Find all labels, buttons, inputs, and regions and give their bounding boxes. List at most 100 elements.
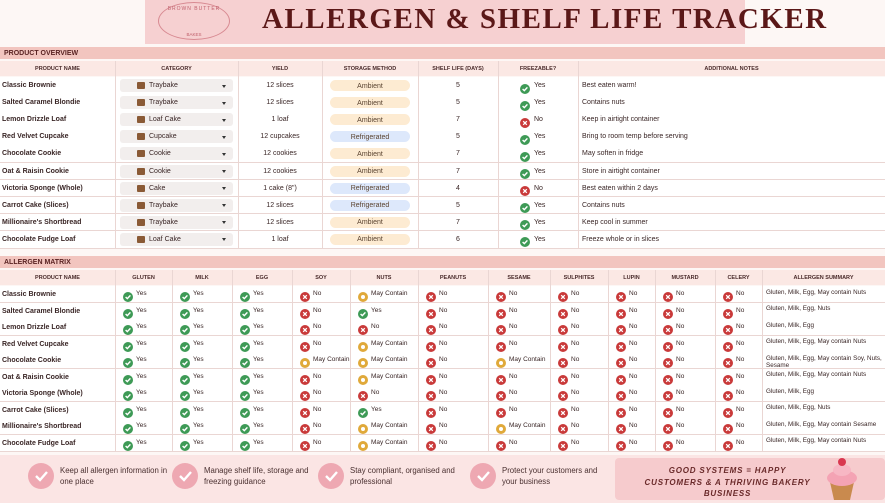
shelf-life: 6	[456, 235, 460, 243]
allergen-status: No	[313, 290, 322, 297]
allergen-status: No	[676, 290, 685, 297]
grid-line	[0, 179, 885, 180]
status-icon	[358, 322, 368, 336]
yield: 12 slices	[266, 218, 294, 226]
grid-line	[322, 61, 323, 248]
status-glyph	[616, 440, 626, 451]
status-icon	[558, 306, 568, 319]
status-glyph	[300, 308, 310, 319]
status-icon	[663, 388, 673, 402]
grid-line	[0, 302, 885, 303]
status-glyph	[426, 308, 436, 319]
column-header: STORAGE METHOD	[343, 66, 397, 72]
dropdown-caret	[222, 135, 226, 139]
status-glyph	[723, 358, 733, 369]
status-icon	[426, 289, 436, 303]
status-glyph	[358, 374, 368, 385]
status-glyph	[663, 391, 673, 402]
category-dropdown	[120, 130, 233, 144]
status-glyph	[663, 325, 673, 336]
status-glyph	[240, 341, 250, 352]
status-icon	[358, 438, 368, 451]
column-header: SESAME	[507, 275, 531, 281]
note: Best eaten warm!	[582, 82, 637, 89]
allergen-status: No	[676, 339, 685, 347]
product-name: Classic Brownie	[2, 291, 57, 298]
status-glyph	[300, 374, 310, 385]
status-icon	[240, 306, 250, 319]
status-glyph	[496, 440, 506, 451]
status-icon	[616, 322, 626, 336]
allergen-status: May Contain	[371, 290, 408, 297]
allergen-summary: Gluten, Milk, Egg, May contain Soy, Nuts…	[766, 354, 882, 368]
category: Cookie	[149, 167, 171, 175]
status-icon	[123, 388, 133, 402]
storage-pill: Refrigerated	[330, 182, 410, 194]
status-glyph	[358, 292, 368, 303]
status-icon	[123, 306, 133, 319]
status-glyph	[358, 391, 368, 402]
status-glyph	[123, 358, 133, 369]
allergen-status: No	[439, 389, 448, 396]
status-icon	[358, 355, 368, 369]
category-icon	[137, 218, 145, 226]
status-icon	[663, 306, 673, 319]
allergen-summary: Gluten, Milk, Egg, May contain Nuts	[766, 288, 867, 296]
grid-line	[0, 93, 885, 95]
product-name: Carrot Cake (Slices)	[2, 406, 69, 414]
status-glyph	[300, 325, 310, 336]
feature-glyph	[35, 471, 48, 482]
note: May soften in fridge	[582, 150, 644, 158]
status-glyph	[663, 358, 673, 369]
status-icon	[358, 306, 368, 319]
freezable: Yes	[534, 218, 546, 226]
allergen-status: Yes	[136, 422, 147, 429]
allergen-status: May Contain	[371, 438, 408, 446]
status-glyph	[496, 407, 506, 418]
shelf-life: 7	[456, 167, 460, 175]
dropdown-caret	[222, 118, 226, 122]
allergen-status: May Contain	[313, 356, 350, 363]
status-glyph	[426, 341, 436, 352]
category-icon	[137, 235, 145, 243]
status-glyph	[358, 440, 368, 451]
status-icon	[358, 289, 368, 303]
allergen-status: Yes	[193, 422, 204, 429]
status-glyph	[558, 424, 568, 435]
status-glyph	[300, 391, 310, 402]
allergen-status: No	[736, 438, 745, 446]
status-icon	[520, 217, 530, 231]
allergen-status: Yes	[136, 405, 147, 413]
grid-line	[418, 61, 419, 248]
allergen-status: No	[439, 323, 448, 330]
status-icon	[240, 355, 250, 369]
status-icon	[300, 421, 310, 435]
category-dropdown	[120, 232, 233, 246]
status-icon	[558, 372, 568, 385]
status-glyph	[558, 325, 568, 336]
header-band	[145, 0, 745, 44]
allergen-status: No	[676, 356, 685, 363]
column-header-row	[0, 270, 885, 285]
feature-text: Protect your customers and your business	[502, 466, 598, 486]
grid-line	[0, 417, 885, 419]
allergen-status: No	[571, 389, 580, 396]
allergen-status: No	[571, 356, 580, 363]
grid-line	[292, 270, 293, 451]
allergen-status: Yes	[253, 306, 264, 314]
allergen-status: Yes	[136, 339, 147, 347]
allergen-summary: Gluten, Milk, Egg, May contain Sesame	[766, 420, 877, 428]
status-icon	[240, 421, 250, 435]
status-icon	[663, 322, 673, 336]
allergen-status: Yes	[193, 438, 204, 446]
status-glyph	[300, 407, 310, 418]
allergen-status: May Contain	[371, 422, 408, 429]
status-glyph	[496, 374, 506, 385]
allergen-status: No	[509, 306, 518, 314]
category-icon	[137, 184, 145, 192]
allergen-status: No	[676, 422, 685, 429]
status-glyph	[358, 341, 368, 352]
status-icon	[496, 306, 506, 319]
status-glyph	[723, 374, 733, 385]
status-icon	[723, 355, 733, 369]
